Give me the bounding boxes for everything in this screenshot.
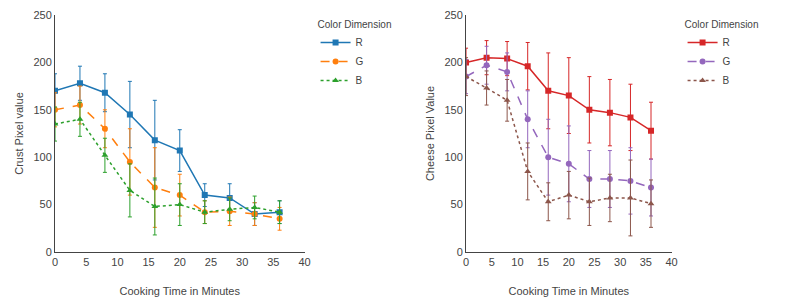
svg-text:15: 15 xyxy=(537,256,549,268)
svg-text:40: 40 xyxy=(665,256,677,268)
svg-text:0: 0 xyxy=(52,256,58,268)
svg-text:25: 25 xyxy=(205,256,217,268)
svg-text:R: R xyxy=(723,37,730,48)
svg-text:150: 150 xyxy=(33,104,51,116)
svg-text:100: 100 xyxy=(33,151,51,163)
svg-text:Cheese Pixel Value: Cheese Pixel Value xyxy=(424,86,436,181)
svg-text:35: 35 xyxy=(640,256,652,268)
svg-text:250: 250 xyxy=(33,9,51,21)
svg-text:0: 0 xyxy=(46,246,52,258)
svg-text:0: 0 xyxy=(463,256,469,268)
svg-text:20: 20 xyxy=(174,256,186,268)
svg-text:B: B xyxy=(356,75,363,86)
svg-text:G: G xyxy=(723,56,731,67)
svg-text:G: G xyxy=(356,56,364,67)
svg-text:30: 30 xyxy=(236,256,248,268)
svg-text:Color Dimension: Color Dimension xyxy=(318,19,392,30)
svg-text:Color Dimension: Color Dimension xyxy=(685,19,759,30)
svg-text:5: 5 xyxy=(489,256,495,268)
svg-text:30: 30 xyxy=(614,256,626,268)
svg-text:200: 200 xyxy=(444,56,462,68)
svg-text:50: 50 xyxy=(451,198,463,210)
svg-text:50: 50 xyxy=(40,198,52,210)
svg-text:Cooking Time in Minutes: Cooking Time in Minutes xyxy=(509,285,630,297)
svg-text:Cooking Time in Minutes: Cooking Time in Minutes xyxy=(120,285,241,297)
svg-text:200: 200 xyxy=(33,56,51,68)
svg-text:150: 150 xyxy=(444,104,462,116)
svg-text:10: 10 xyxy=(111,256,123,268)
svg-text:250: 250 xyxy=(444,9,462,21)
svg-text:15: 15 xyxy=(142,256,154,268)
svg-text:5: 5 xyxy=(83,256,89,268)
svg-text:Crust Pixel value: Crust Pixel value xyxy=(13,92,25,175)
svg-text:R: R xyxy=(356,37,363,48)
svg-text:35: 35 xyxy=(267,256,279,268)
svg-text:25: 25 xyxy=(588,256,600,268)
svg-text:B: B xyxy=(723,75,730,86)
svg-text:20: 20 xyxy=(563,256,575,268)
svg-text:10: 10 xyxy=(511,256,523,268)
svg-text:0: 0 xyxy=(457,246,463,258)
svg-text:100: 100 xyxy=(444,151,462,163)
svg-text:40: 40 xyxy=(298,256,310,268)
